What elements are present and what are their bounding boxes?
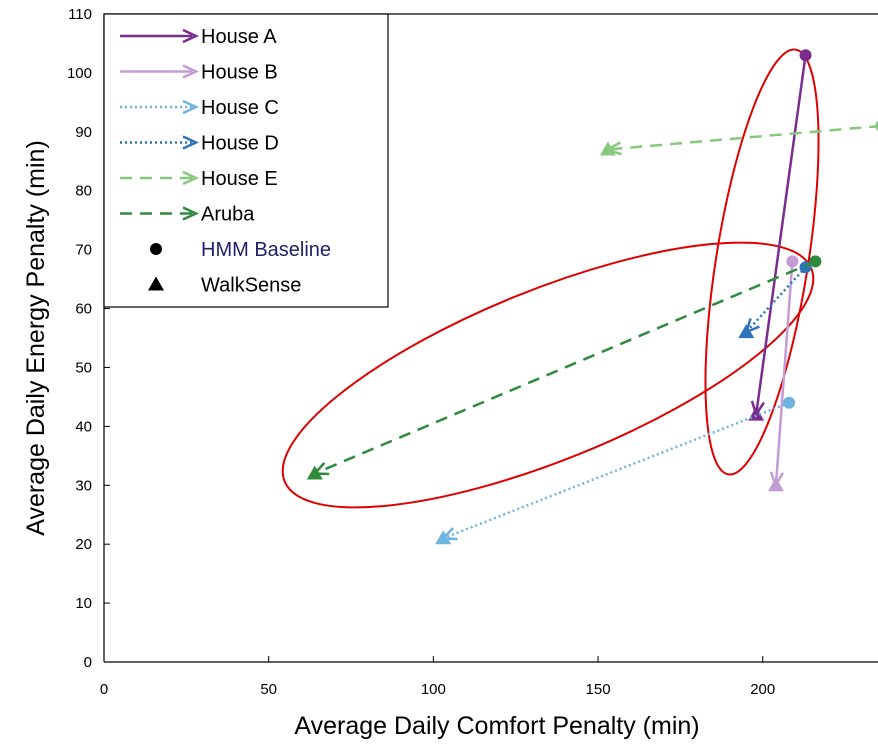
legend-arrow-head-house-b [182,64,199,79]
y-tick-label: 110 [68,6,92,23]
legend-arrow-head-house-a [182,28,199,44]
legend-marker-walksense [148,276,164,291]
legend-arrow-head-aruba [182,206,199,221]
series-aruba [306,255,822,480]
aruba-arrow-line [314,260,816,475]
x-axis-title: Average Daily Comfort Penalty (min) [294,712,699,740]
x-tick-label: 200 [750,681,775,698]
y-tick-label: 30 [75,477,92,494]
legend-label-house-a: House A [201,26,277,48]
y-tick-label: 100 [67,65,92,82]
y-tick-label: 90 [75,124,92,141]
house-c-baseline-point [783,396,796,409]
data-layer [306,49,878,545]
legend-marker-hmm-baseline [150,243,162,255]
legend-box [103,13,389,308]
legend-label-house-e: House E [201,168,278,190]
house-e-baseline-point [875,120,878,131]
ticks: 0 50 100 150 200 0 10 20 30 40 50 60 70 80 90 100 110 [67,6,775,698]
x-tick-label: 150 [586,681,611,698]
y-tick-label: 0 [84,654,92,671]
legend-label-house-c: House C [201,97,279,119]
y-tick-label: 10 [75,595,92,612]
house-c-walksense-point [435,530,452,545]
y-tick-label: 50 [75,359,92,376]
legend-arrow-head-house-d [182,135,199,150]
series-house-b [767,255,799,492]
house-b-baseline-point [786,255,799,268]
legend-arrow-head-house-c [182,99,199,115]
x-tick-label: 100 [421,681,446,698]
house-c-arrow-line [442,401,790,540]
legend-label-hmm-baseline: HMM Baseline [201,239,331,261]
house-e-walksense-point [599,141,616,156]
legend: House A House B House C House D House E Aruba… [103,13,389,308]
aruba-walksense-point [306,465,323,480]
legend-label-walksense: WalkSense [201,275,301,297]
y-tick-label: 20 [75,536,92,553]
series-house-a [748,49,812,421]
house-a-arrow-line [754,55,807,415]
house-b-arrow-line [774,261,794,486]
x-tick-label: 0 [100,681,108,698]
y-axis-title: Average Daily Energy Penalty (min) [22,140,50,536]
aruba-baseline-point [809,255,822,268]
house-d-walksense-point [738,324,755,339]
y-tick-label: 80 [75,183,92,200]
y-tick-label: 40 [75,418,92,435]
legend-label-aruba: Aruba [201,204,255,226]
y-tick-label: 70 [75,242,92,259]
legend-arrow-head-house-e [182,170,199,186]
house-e-arrow-line [607,124,878,151]
legend-label-house-d: House D [201,133,279,155]
x-tick-label: 50 [260,681,277,698]
house-a-baseline-point [799,49,812,62]
house-a-walksense-point [748,406,765,421]
series-house-c [435,396,796,545]
house-b-walksense-point [767,477,784,492]
legend-label-house-b: House B [201,62,278,84]
series-house-e [599,120,878,156]
y-tick-label: 60 [75,301,92,318]
